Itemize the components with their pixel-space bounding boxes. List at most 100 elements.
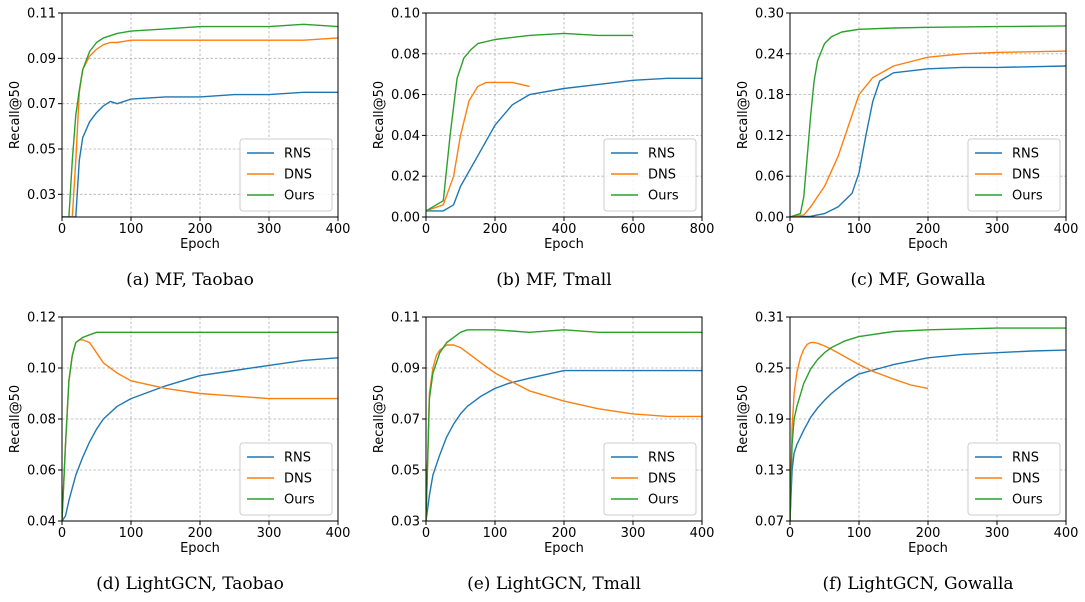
y-axis-label: Recall@50 [372,81,387,149]
y-tick-label: 0.06 [755,170,784,185]
x-tick-label: 100 [119,526,144,541]
y-tick-label: 0.11 [391,311,420,326]
series-line-ours [426,32,633,212]
legend-label-ours: Ours [284,493,315,508]
legend-label-rns: RNS [1012,147,1039,162]
x-tick-label: 200 [188,526,213,541]
legend-box [603,442,697,516]
series-line-dns [426,81,530,212]
x-axis-label: Epoch [908,237,948,252]
legend: RNS DNS Ours [239,138,333,212]
legend-label-dns: DNS [648,168,676,183]
panel-caption: (e) LightGCN, Tmall [467,574,641,594]
panel-caption: (f) LightGCN, Gowalla [822,574,1013,594]
x-tick-label: 300 [985,526,1010,541]
y-axis-label: Recall@50 [736,81,751,149]
y-tick-label: 0.06 [391,88,420,103]
series-line-ours [426,329,702,521]
x-tick-label: 800 [690,222,715,237]
x-tick-label: 100 [847,526,872,541]
y-axis-label: Recall@50 [8,385,23,453]
x-tick-label: 300 [257,526,282,541]
legend: RNS DNS Ours [603,442,697,516]
series-line-ours [790,25,1066,217]
series-line-rns [426,77,702,212]
y-tick-label: 0.06 [27,464,56,479]
series-line-rns [790,349,1066,521]
x-tick-label: 200 [188,222,213,237]
x-tick-label: 100 [847,222,872,237]
x-tick-label: 0 [58,222,66,237]
x-axis-label: Epoch [544,541,584,556]
series-group [62,331,338,521]
x-tick-label: 400 [326,526,351,541]
x-tick-label: 600 [621,222,646,237]
legend-label-rns: RNS [284,147,311,162]
y-tick-label: 0.12 [755,129,784,144]
chart-panel-6: 0 100 200 300 400 0.07 0.13 0.19 0.25 0.31 Epoch Re… [736,311,1078,595]
panel-caption: (a) MF, Taobao [126,270,254,290]
series-line-dns [790,341,929,521]
legend-label-dns: DNS [284,472,312,487]
chart-panel-3: 0 100 200 300 400 0.00 0.06 0.12 0.18 0.24 0.30 Epo… [736,7,1078,291]
series-line-ours [68,23,338,217]
y-tick-label: 0.08 [27,413,56,428]
x-tick-label: 400 [552,222,577,237]
x-tick-label: 0 [422,222,430,237]
panel-caption: (d) LightGCN, Taobao [96,574,284,594]
x-tick-label: 200 [916,222,941,237]
x-tick-label: 400 [1054,526,1079,541]
legend-box [239,138,333,212]
legend: RNS DNS Ours [603,138,697,212]
legend-label-rns: RNS [284,451,311,466]
legend: RNS DNS Ours [967,442,1061,516]
legend-label-dns: DNS [648,472,676,487]
y-tick-label: 0.09 [27,52,56,67]
y-tick-label: 0.08 [391,47,420,62]
y-axis-label: Recall@50 [736,385,751,453]
x-tick-label: 400 [1054,222,1079,237]
y-tick-label: 0.04 [27,515,56,530]
x-tick-label: 400 [326,222,351,237]
series-line-ours [62,331,338,521]
y-tick-label: 0.03 [391,515,420,530]
x-axis-label: Epoch [544,237,584,252]
legend: RNS DNS Ours [239,442,333,516]
series-line-dns [790,50,1066,217]
y-tick-label: 0.09 [391,362,420,377]
series-line-dns [426,344,702,521]
legend-label-ours: Ours [1012,493,1043,508]
y-tick-label: 0.11 [27,7,56,22]
legend-label-ours: Ours [648,493,679,508]
x-tick-label: 100 [483,526,508,541]
x-axis-label: Epoch [180,541,220,556]
series-line-rns [426,369,702,521]
y-tick-label: 0.10 [391,7,420,22]
series-group [426,32,702,212]
legend: RNS DNS Ours [967,138,1061,212]
x-tick-label: 0 [786,222,794,237]
chart-panel-4: 0 100 200 300 400 0.04 0.06 0.08 0.10 0.12 Epoch Re… [8,311,350,595]
y-tick-label: 0.24 [755,47,784,62]
y-tick-label: 0.31 [755,311,784,326]
y-tick-label: 0.10 [27,362,56,377]
legend-box [967,442,1061,516]
legend-label-dns: DNS [1012,168,1040,183]
y-tick-label: 0.07 [391,413,420,428]
x-tick-label: 300 [257,222,282,237]
y-tick-label: 0.19 [755,413,784,428]
y-tick-label: 0.05 [27,143,56,158]
chart-panel-2: 0 200 400 600 800 0.00 0.02 0.04 0.06 0.08 0.10 Epo… [372,7,714,291]
legend-label-ours: Ours [648,189,679,204]
series-line-rns [62,91,338,217]
x-tick-label: 200 [483,222,508,237]
x-tick-label: 200 [552,526,577,541]
x-tick-label: 200 [916,526,941,541]
legend-label-rns: RNS [648,147,675,162]
y-tick-label: 0.03 [27,188,56,203]
x-axis-label: Epoch [180,237,220,252]
y-tick-label: 0.00 [755,211,784,226]
y-tick-label: 0.05 [391,464,420,479]
y-tick-label: 0.25 [755,362,784,377]
